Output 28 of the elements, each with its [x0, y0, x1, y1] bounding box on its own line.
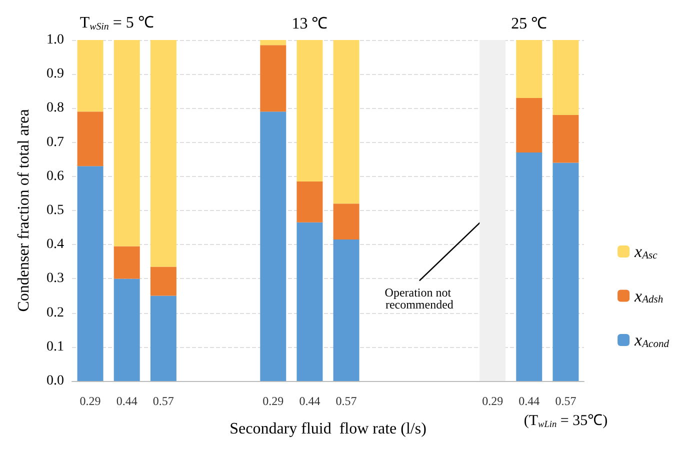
y-tick-label: 0.4: [46, 237, 64, 252]
legend-label: xAdsh: [634, 286, 664, 306]
y-tick-label: 0.0: [46, 374, 64, 388]
x-tick-label: 0.44: [299, 394, 320, 408]
x-axis-title: Secondary fluid flow rate (l/s): [230, 420, 426, 438]
y-axis-title: Condenser fraction of total area: [16, 109, 32, 312]
y-tick-label: 1.0: [46, 32, 64, 48]
text: 25 ℃: [511, 16, 548, 32]
x-tick-label: 0.57: [555, 394, 576, 408]
x-tick-label: 0.29: [262, 394, 284, 408]
annotation: Operation not recommended: [384, 286, 454, 312]
x-tick-label: 0.44: [116, 394, 138, 408]
y-tick-label: 0.6: [46, 168, 64, 184]
y-tick-label: 0.2: [46, 305, 64, 320]
x-tick-label: 0.57: [152, 394, 174, 408]
y-tick-label: 0.7: [46, 134, 64, 150]
legend-label: xAcond: [634, 330, 670, 350]
y-tick-label: 0.1: [46, 339, 64, 354]
y-tick-label: 0.9: [46, 66, 64, 82]
text: 13 ℃: [292, 16, 328, 32]
x-tick-label: 0.29: [482, 394, 504, 408]
x-tick-label: 0.29: [80, 394, 101, 408]
y-tick-label: 0.8: [46, 100, 64, 116]
x-tick-label: 0.44: [518, 394, 540, 408]
x-tick-label: 0.57: [336, 394, 357, 408]
y-tick-label: 0.3: [46, 271, 64, 286]
legend-label: xAsc: [634, 242, 658, 262]
y-tick-label: 0.5: [46, 203, 64, 218]
